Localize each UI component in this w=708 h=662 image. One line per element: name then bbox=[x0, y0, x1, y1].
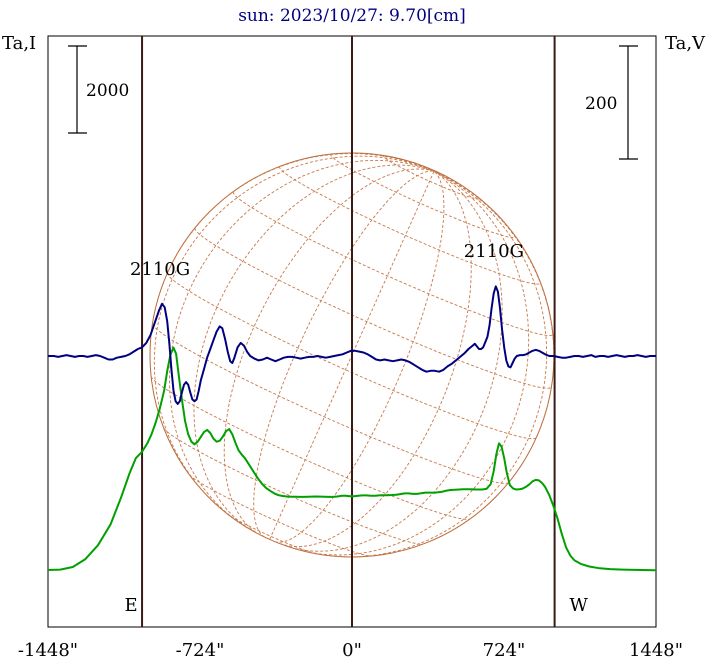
longitude-line bbox=[269, 170, 435, 540]
x-tick-label: 0" bbox=[342, 640, 362, 661]
solar-disk-grid bbox=[149, 152, 555, 558]
longitude-line bbox=[193, 164, 435, 530]
latitude-line bbox=[163, 427, 424, 545]
longitude-line bbox=[169, 159, 435, 522]
region-label: 2110G bbox=[130, 259, 190, 280]
series-lines bbox=[47, 285, 657, 572]
marker-label: E bbox=[124, 595, 137, 616]
x-tick-label: -1448" bbox=[18, 640, 78, 661]
longitude-line bbox=[274, 170, 445, 543]
latitude-line bbox=[152, 323, 509, 484]
x-tick-label: -724" bbox=[176, 640, 225, 661]
longitude-line bbox=[153, 155, 435, 507]
text-labels: sun: 2023/10/27: 9.70[cm] Ta,I Ta,V 2000… bbox=[2, 6, 706, 661]
longitude-line bbox=[328, 170, 548, 558]
plot-frame bbox=[47, 35, 657, 628]
marker-label: W bbox=[569, 595, 588, 616]
longitude-line bbox=[433, 170, 555, 438]
left-scale-bar-label: 2000 bbox=[86, 81, 129, 101]
chart-title: sun: 2023/10/27: 9.70[cm] bbox=[238, 6, 466, 26]
right-axis-label: Ta,V bbox=[665, 33, 706, 54]
left-axis-label: Ta,I bbox=[2, 33, 36, 54]
region-label: 2110G bbox=[464, 241, 524, 262]
latitude-line bbox=[188, 474, 372, 557]
right-scale-bar-label: 200 bbox=[585, 94, 617, 114]
latitude-line bbox=[279, 165, 541, 285]
longitude-line bbox=[253, 170, 435, 538]
x-tick-label: 1448" bbox=[629, 640, 683, 661]
series-line-I bbox=[47, 346, 657, 572]
x-tick-label: 724" bbox=[483, 640, 526, 661]
latitude-line bbox=[330, 153, 516, 239]
series-line-V bbox=[48, 285, 656, 405]
longitude-line bbox=[279, 170, 472, 548]
longitude-line bbox=[223, 168, 435, 536]
longitude-line bbox=[167, 153, 435, 273]
longitude-line bbox=[304, 170, 530, 556]
longitude-line bbox=[290, 170, 503, 552]
